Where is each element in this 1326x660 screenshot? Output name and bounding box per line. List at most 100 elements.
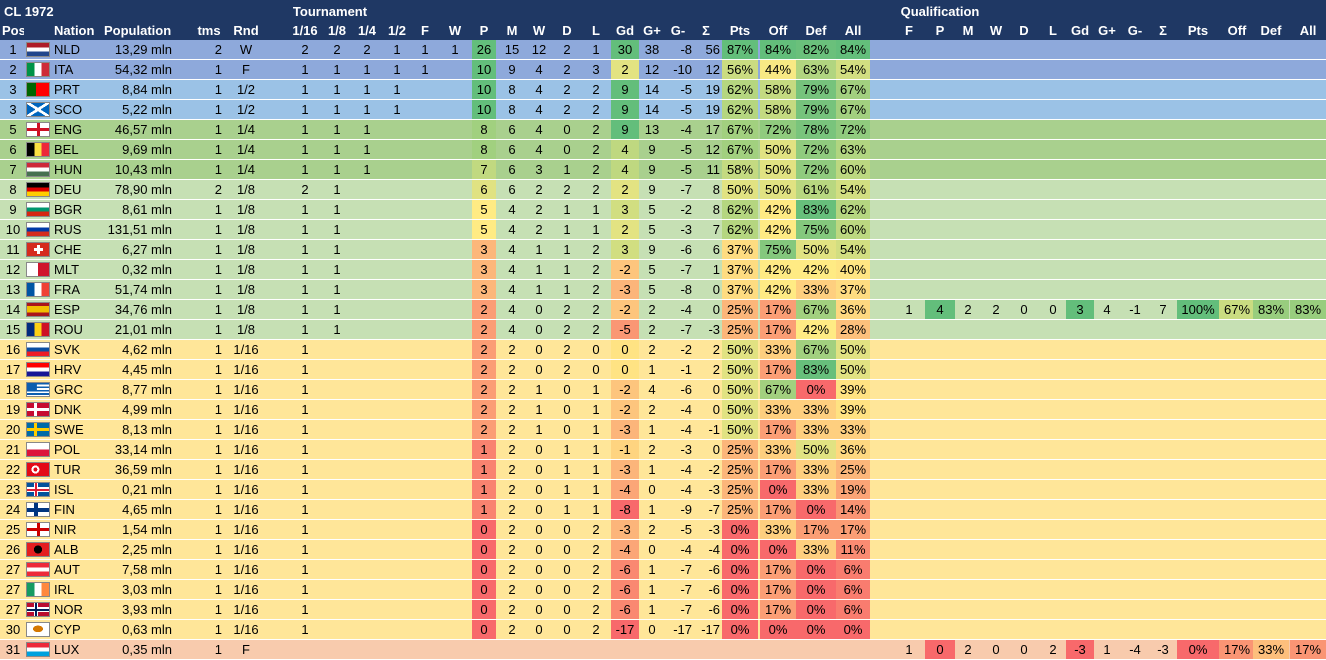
cell-all: 84% [836,40,870,59]
cell-s: -4 [708,542,720,557]
cell-w: 2 [535,182,543,197]
cell-m: 4 [508,222,516,237]
cell-p: 1 [472,500,496,519]
cell-p: 5 [472,200,496,219]
cell-gd: -8 [611,500,639,519]
cell-t2 [352,620,382,639]
cell-tms: 1 [214,582,222,597]
cell-t5 [442,340,468,359]
cell-w: 1 [535,422,543,437]
cell-rnd: 1/4 [236,142,256,157]
cell-t5 [442,520,468,539]
table-row: 31 LUX 0,35 mln 1 F 1 0 2 0 0 2 -3 1 -4 -3 0% 17% 33% 17% [0,640,1326,660]
cell-nation: HRV [54,362,82,377]
cell-t2 [352,600,382,619]
cell-off: 42% [760,260,796,279]
cell-pts: 62% [722,220,758,239]
cell-off: 67% [760,380,796,399]
cell-p: 2 [472,360,496,379]
cell-off: 17% [760,320,796,339]
cell-t4: 1 [421,42,429,57]
cell-m: 2 [508,362,516,377]
cell-t3 [382,580,412,599]
cell-t1 [322,420,352,439]
cell-p: 8 [472,120,496,139]
q-cell-9: -3 [1157,642,1169,657]
cell-pop: 8,77 mln [122,382,172,397]
cell-pop: 8,84 mln [122,82,172,97]
cell-t4 [412,440,438,459]
cell-tms: 1 [214,322,222,337]
cell-def: 33% [796,400,836,419]
cell-all: 54% [836,180,870,199]
cell-w: 0 [535,362,543,377]
cell-l: 0 [592,362,600,377]
cell-t1: 2 [333,42,341,57]
nor-flag-icon [26,602,50,617]
cell-p: 1 [472,460,496,479]
q-cell-8: -1 [1129,302,1141,317]
cell-gm: -2 [680,202,692,217]
cell-t3 [382,200,412,219]
cell-t4 [412,460,438,479]
q-cell-0: 1 [905,642,913,657]
cell-s: 8 [712,202,720,217]
cell-t0: 1 [301,562,309,577]
q-col-header-7: G+ [1098,23,1116,38]
cell-gd: 3 [611,240,639,259]
cell-s: -3 [708,482,720,497]
cell-off: 72% [760,120,796,139]
cell-s: -3 [708,322,720,337]
cell-gp: 9 [648,242,656,257]
cell-t3 [382,380,412,399]
cell-gd: -17 [611,620,639,639]
cell-all: 72% [836,120,870,139]
cell-l: 1 [592,422,600,437]
cell-m: 8 [508,102,516,117]
cell-gd: 9 [611,120,639,139]
isl-flag-icon [26,482,50,497]
cell-s: 56 [705,42,720,57]
q-cell-7: 4 [1103,302,1111,317]
cell-gm: -2 [680,342,692,357]
cell-gd: 9 [611,100,639,119]
cell-t0: 1 [301,322,309,337]
cell-p: 2 [472,400,496,419]
cell-t1 [322,560,352,579]
cell-gm: -7 [680,262,692,277]
cell-t4 [412,260,438,279]
cell-s: 19 [705,82,720,97]
cell-t1 [322,460,352,479]
q-cell-3: 0 [992,642,1000,657]
q-cell-5: 2 [1049,642,1057,657]
deu-flag-icon [26,182,50,197]
q-cell-10: 100% [1177,300,1219,319]
cell-s [692,640,720,659]
irl-flag-icon [26,582,50,597]
cell-nation: NIR [54,522,77,537]
cell-p: 3 [472,280,496,299]
col-header-16: Gd [615,23,635,38]
cell-def: 0% [796,580,836,599]
cell-def: 79% [796,100,836,119]
col-header-23: All [844,23,862,38]
cell-pop: 34,76 mln [114,302,172,317]
cell-t3: 1 [393,102,401,117]
cell-all: 6% [836,580,870,599]
cell-rnd: 1/16 [233,582,259,597]
cell-t2 [352,420,382,439]
cell-pop: 0,63 mln [122,622,172,637]
cell-all: 39% [836,380,870,399]
cell-d: 2 [563,102,571,117]
cell-s: -6 [708,582,720,597]
cell-nation: DEU [54,182,82,197]
cell-p: 1 [472,440,496,459]
cell-def: 0% [796,600,836,619]
cell-t5 [442,420,468,439]
sco-flag-icon [26,102,50,117]
cell-t1: 1 [333,142,341,157]
cell-s: -6 [708,562,720,577]
cell-pts: 37% [722,240,758,259]
cell-w: 2 [535,222,543,237]
cell-t3 [382,220,412,239]
